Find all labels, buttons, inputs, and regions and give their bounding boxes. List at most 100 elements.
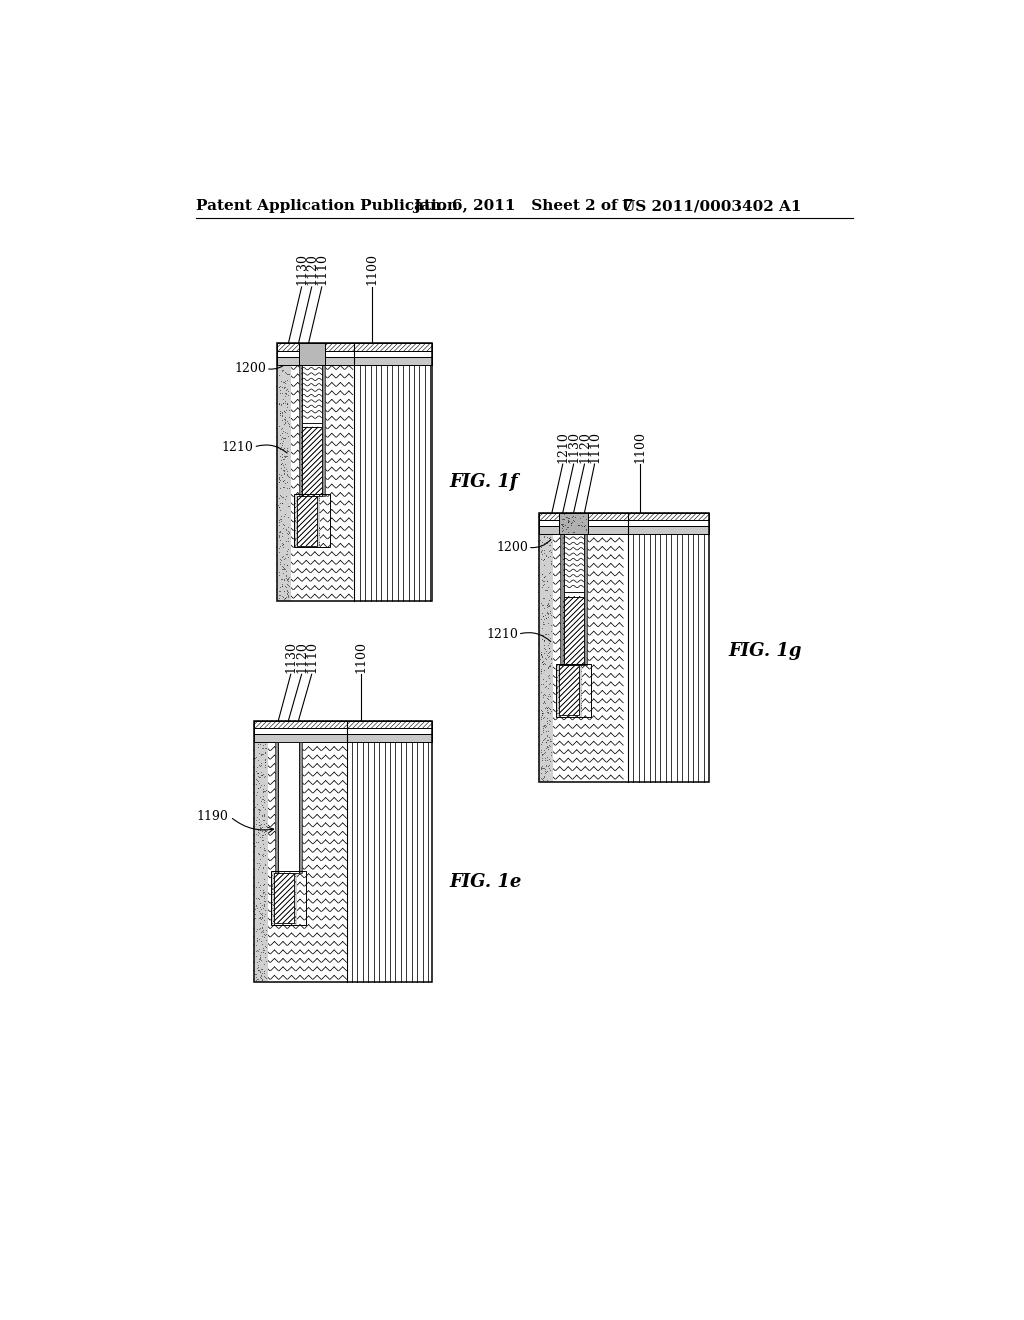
Point (253, 775, 269, 796)
Point (264, 878, 281, 899)
Point (537, 566, 553, 587)
Point (538, 676, 554, 697)
Point (536, 684, 552, 705)
Point (272, 465, 289, 486)
Point (273, 558, 290, 579)
Point (577, 515, 593, 536)
Point (532, 739, 549, 760)
Point (249, 763, 265, 784)
Point (254, 969, 270, 990)
Point (253, 817, 269, 838)
Point (535, 540, 551, 561)
Point (537, 554, 553, 576)
Point (278, 384, 294, 405)
Point (251, 857, 267, 878)
Point (251, 809, 267, 830)
Point (274, 359, 291, 380)
Point (542, 642, 558, 663)
Point (540, 603, 556, 624)
Point (572, 515, 589, 536)
Point (273, 428, 290, 449)
Point (251, 876, 267, 898)
Point (541, 682, 557, 704)
Point (272, 400, 289, 421)
Point (572, 697, 589, 718)
Bar (539, 527, 710, 535)
Point (535, 624, 551, 645)
Point (542, 673, 558, 694)
Point (543, 543, 559, 564)
Point (538, 756, 554, 777)
Point (555, 519, 571, 540)
Point (256, 966, 272, 987)
Point (532, 644, 549, 665)
Point (271, 403, 288, 424)
Bar (276, 343, 432, 601)
Point (250, 888, 266, 909)
Point (256, 840, 272, 861)
Bar (270, 871, 306, 924)
Point (249, 781, 265, 803)
Point (543, 615, 559, 636)
Point (254, 907, 270, 928)
Point (257, 854, 273, 875)
Point (255, 845, 271, 866)
Bar (294, 494, 330, 548)
Point (554, 520, 570, 541)
Point (275, 477, 292, 498)
Point (279, 486, 295, 507)
Point (563, 512, 580, 533)
Point (279, 531, 295, 552)
Point (536, 527, 552, 548)
Point (252, 816, 268, 837)
Point (534, 704, 550, 725)
Point (248, 824, 264, 845)
Point (253, 931, 269, 952)
Point (532, 734, 549, 755)
Point (278, 544, 294, 565)
Point (534, 645, 550, 667)
Point (543, 620, 559, 642)
Point (274, 388, 291, 409)
Point (273, 573, 290, 594)
Point (249, 807, 265, 828)
Bar (276, 358, 432, 364)
Point (560, 511, 577, 532)
Point (257, 936, 273, 957)
Point (542, 698, 558, 719)
Point (536, 630, 552, 651)
Point (274, 418, 291, 440)
Point (258, 779, 274, 800)
Point (535, 673, 551, 694)
Point (543, 685, 559, 706)
Point (543, 532, 559, 553)
Point (248, 813, 264, 834)
Point (272, 446, 289, 467)
Point (256, 774, 272, 795)
Point (542, 750, 558, 771)
Bar (297, 496, 317, 545)
Point (279, 569, 295, 590)
Point (278, 389, 294, 411)
Text: Patent Application Publication: Patent Application Publication (197, 199, 458, 213)
Point (279, 445, 295, 466)
Point (248, 969, 264, 990)
Point (253, 966, 269, 987)
Point (258, 924, 274, 945)
Point (252, 964, 268, 985)
Point (538, 671, 554, 692)
Point (273, 450, 290, 471)
Point (251, 961, 267, 982)
Point (279, 478, 295, 499)
Point (279, 570, 295, 591)
Point (280, 461, 296, 482)
Point (563, 512, 580, 533)
Point (255, 895, 271, 916)
Point (540, 721, 556, 742)
Point (535, 693, 551, 714)
Point (537, 543, 553, 564)
Point (272, 511, 289, 532)
Point (537, 653, 553, 675)
Point (542, 540, 558, 561)
Point (257, 750, 273, 771)
